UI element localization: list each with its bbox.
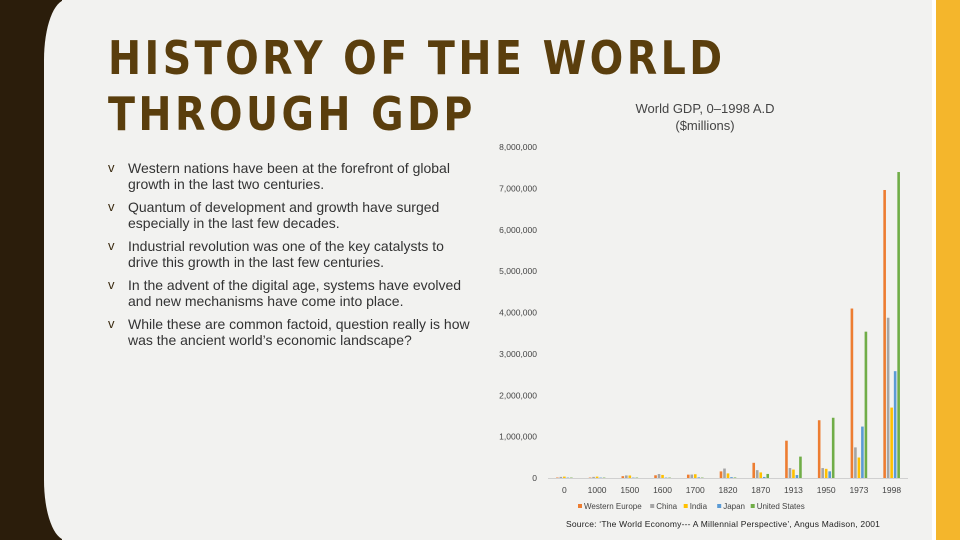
y-tick-label: 7,000,000	[499, 183, 537, 193]
bar-india	[759, 472, 763, 478]
bar-japan	[861, 426, 864, 478]
legend-swatch	[750, 504, 755, 508]
bar-united-states	[733, 477, 737, 478]
bullet-marker-icon: v	[108, 277, 115, 292]
bar-western-europe	[621, 476, 625, 478]
bar-china	[723, 468, 726, 478]
bar-united-states	[864, 331, 868, 478]
bar-united-states	[831, 417, 835, 478]
bullet-item: v In the advent of the digital age, syste…	[108, 277, 473, 309]
y-tick-label: 0	[532, 473, 537, 483]
bar-united-states	[897, 172, 900, 479]
bar-china	[854, 447, 857, 478]
x-tick-label: 1998	[882, 485, 901, 495]
y-tick-label: 5,000,000	[499, 266, 537, 276]
y-tick-label: 6,000,000	[499, 225, 537, 235]
bar-western-europe	[785, 440, 788, 478]
y-tick-label: 1,000,000	[499, 432, 537, 442]
bullet-text: In the advent of the digital age, system…	[128, 277, 462, 309]
bar-united-states	[766, 473, 770, 478]
bullet-item: v Western nations have been at the forefr…	[108, 160, 473, 192]
bar-western-europe	[817, 420, 821, 478]
x-tick-label: 1600	[653, 485, 672, 495]
legend-label: India	[690, 502, 708, 511]
bullet-item: v Quantum of development and growth have …	[108, 199, 473, 231]
x-tick-label: 1000	[588, 485, 607, 495]
x-tick-label: 1500	[620, 485, 639, 495]
bar-japan	[730, 477, 733, 478]
source-citation: Source: ‘The World Economy--- A Millenni…	[566, 519, 881, 529]
bar-japan	[893, 371, 897, 478]
legend-swatch	[650, 504, 655, 508]
bar-china	[788, 468, 792, 478]
legend-label: United States	[757, 502, 805, 511]
bar-united-states	[799, 456, 802, 478]
y-tick-label: 2,000,000	[499, 390, 537, 400]
bar-india	[890, 407, 893, 478]
bullet-marker-icon: v	[108, 160, 115, 175]
x-tick-label: 0	[562, 485, 567, 495]
bar-india	[628, 475, 632, 478]
bar-india	[726, 473, 730, 478]
x-tick-label: 1820	[719, 485, 738, 495]
bullet-text: While these are common factoid, question…	[128, 316, 470, 348]
bar-india	[792, 469, 795, 478]
x-tick-label: 1700	[686, 485, 705, 495]
bullet-marker-icon: v	[108, 199, 115, 214]
x-tick-label: 1973	[849, 485, 868, 495]
bullet-list: v Western nations have been at the forefr…	[108, 160, 473, 355]
bar-western-europe	[752, 462, 756, 478]
bar-india	[693, 474, 697, 478]
chart-subtitle: ($millions)	[675, 118, 735, 133]
bar-china	[755, 470, 759, 478]
bar-india	[661, 474, 664, 478]
bar-india	[857, 457, 861, 478]
bar-western-europe	[719, 471, 723, 478]
bar-china	[886, 317, 890, 478]
bar-india	[595, 476, 599, 478]
chart-title-block: World GDP, 0–1998 A.D ($millions)	[600, 100, 810, 134]
x-tick-label: 1870	[751, 485, 770, 495]
bullet-text: Quantum of development and growth have s…	[128, 199, 440, 231]
bullet-text: Industrial revolution was one of the key…	[128, 238, 444, 270]
bar-western-europe	[883, 189, 886, 478]
bar-india	[824, 468, 828, 478]
bar-china	[592, 476, 595, 478]
bar-japan	[795, 475, 799, 478]
legend-swatch	[683, 504, 688, 508]
legend-swatch	[578, 504, 582, 508]
bullet-item: v Industrial revolution was one of the ke…	[108, 238, 473, 270]
left-decorative-band	[0, 0, 84, 540]
x-tick-label: 1913	[784, 485, 803, 495]
slide-title: HISTORY OF THE WORLD THROUGH GDP	[108, 31, 726, 141]
bar-india	[563, 476, 566, 478]
bullet-marker-icon: v	[108, 238, 115, 253]
legend-label: Western Europe	[584, 502, 642, 511]
bullet-marker-icon: v	[108, 316, 115, 331]
right-band-gap	[932, 0, 936, 540]
bar-western-europe	[654, 475, 657, 478]
y-tick-label: 8,000,000	[499, 142, 537, 152]
bar-japan	[697, 477, 701, 478]
bar-western-europe	[686, 474, 690, 478]
bar-china	[690, 474, 694, 478]
bar-china	[657, 474, 661, 478]
bullet-text: Western nations have been at the forefro…	[128, 160, 450, 192]
bar-japan	[828, 471, 831, 478]
legend-swatch	[717, 504, 722, 508]
legend-label: China	[656, 502, 677, 511]
bar-western-europe	[850, 308, 854, 478]
bar-japan	[762, 476, 766, 478]
bar-china	[625, 475, 628, 478]
right-accent-band	[936, 0, 960, 540]
y-tick-label: 3,000,000	[499, 349, 537, 359]
bullet-item: v While these are common factoid, questio…	[108, 316, 473, 348]
legend-label: Japan	[723, 502, 745, 511]
y-tick-label: 4,000,000	[499, 308, 537, 318]
bar-china	[821, 468, 824, 478]
bar-china	[559, 476, 563, 478]
x-tick-label: 1950	[817, 485, 836, 495]
chart-title: World GDP, 0–1998 A.D	[635, 101, 775, 116]
